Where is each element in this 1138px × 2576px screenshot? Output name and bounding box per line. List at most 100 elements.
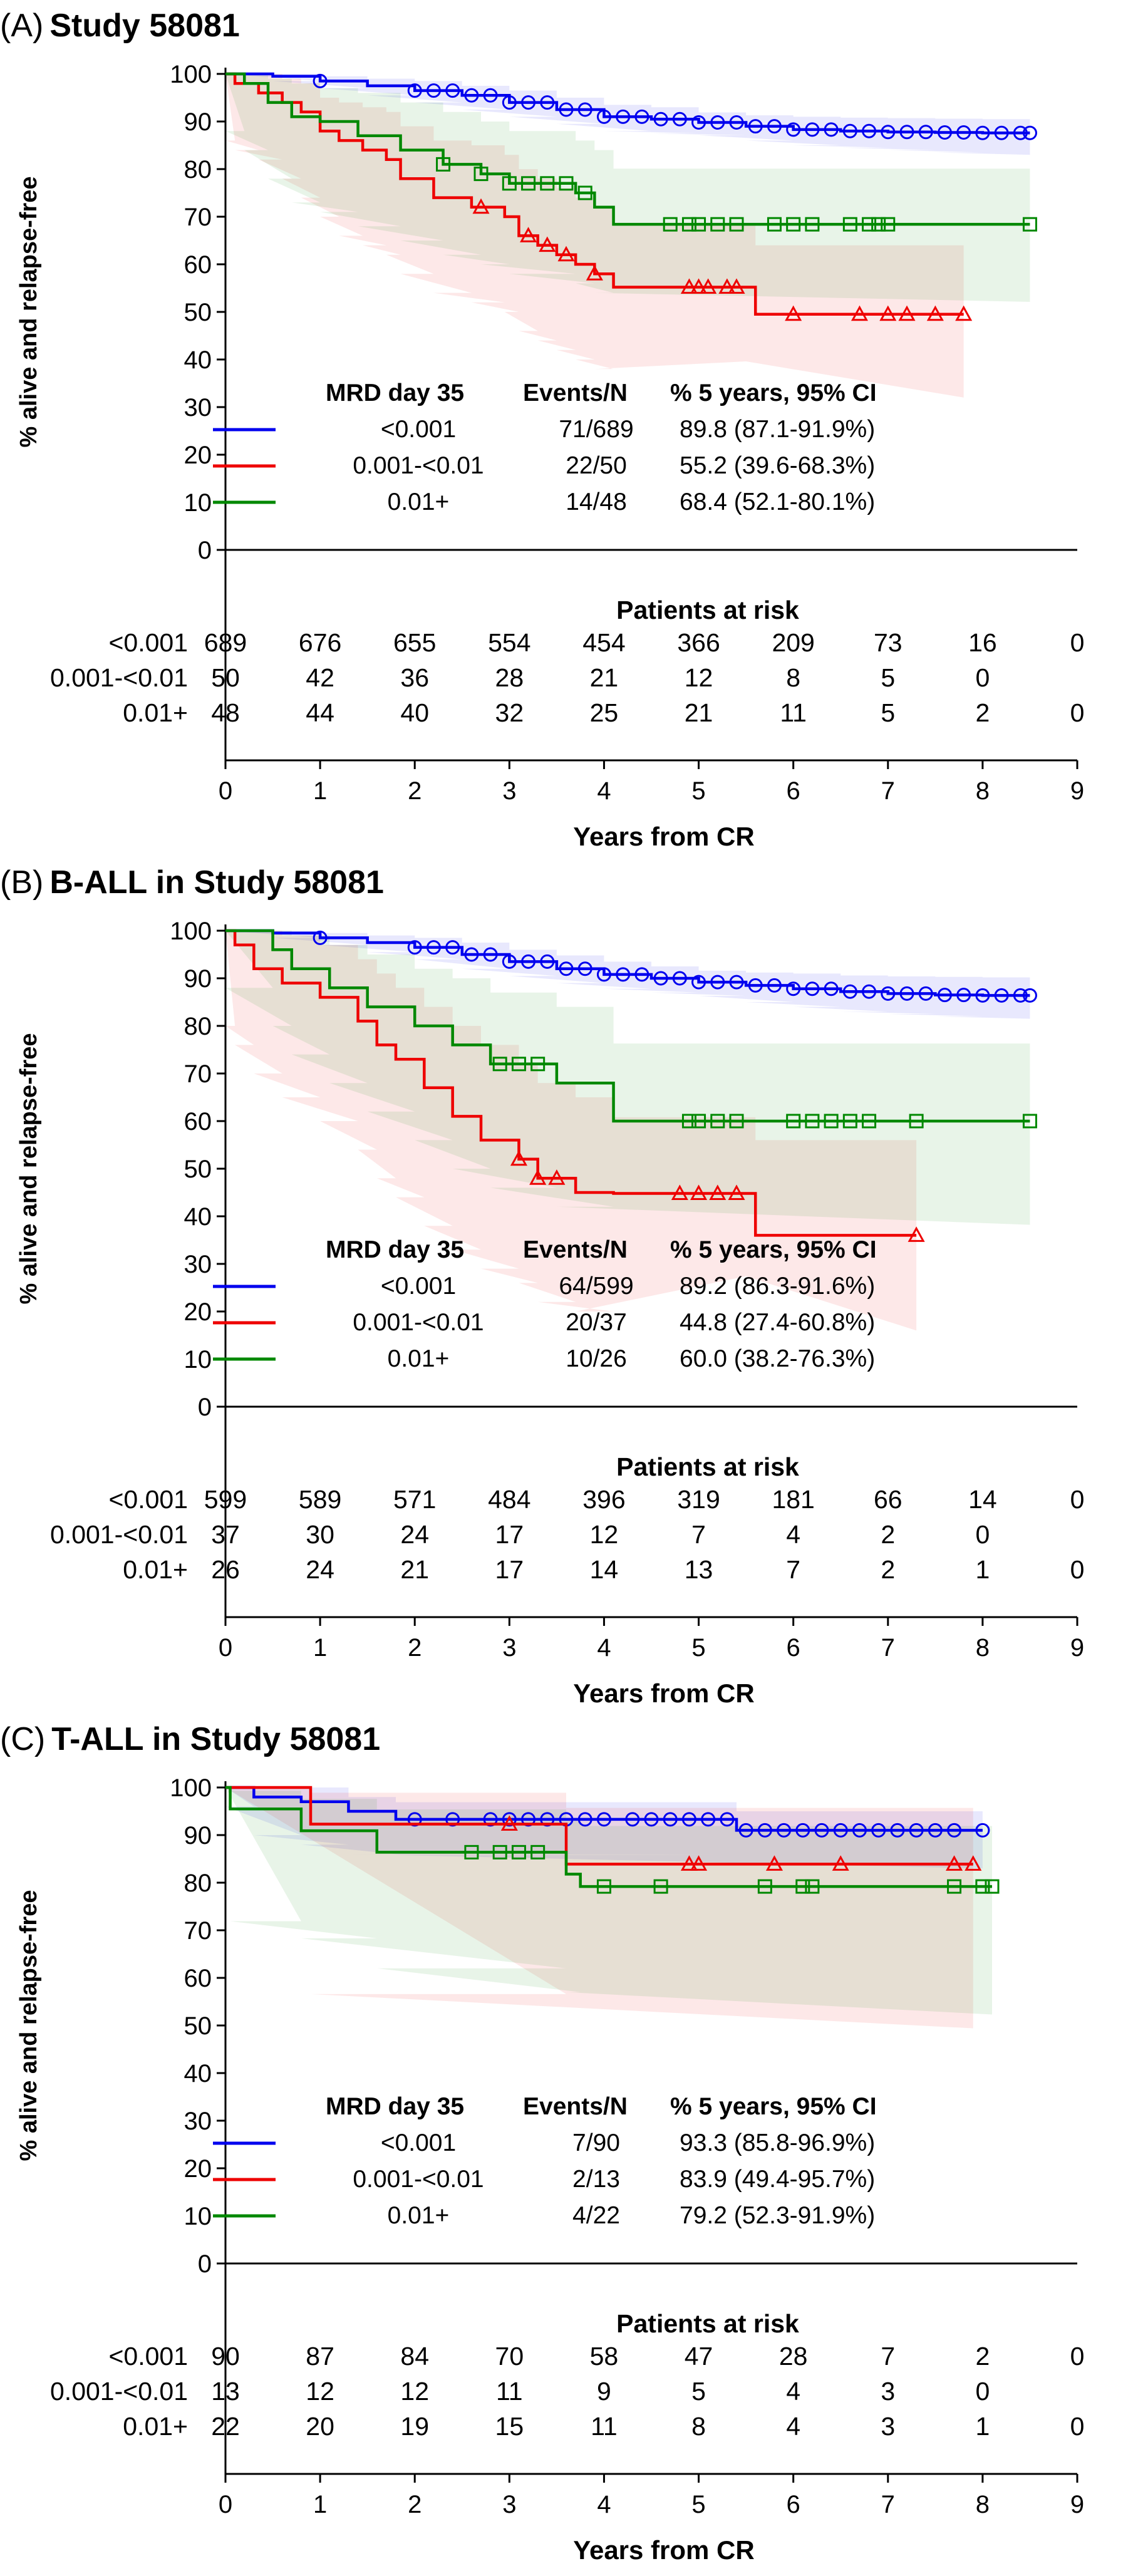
censor-mark — [728, 278, 745, 294]
risk-count: 209 — [772, 628, 814, 657]
y-tick-label: 80 — [184, 1013, 212, 1040]
risk-count: 40 — [400, 698, 429, 727]
censor-mark — [680, 1855, 698, 1871]
censor-mark — [710, 975, 725, 990]
censor-mark — [765, 1855, 783, 1871]
censor-mark — [1013, 988, 1028, 1003]
risk-count: 181 — [772, 1485, 814, 1514]
panel-title: (B) B-ALL in Study 58081 — [0, 864, 384, 901]
y-tick-label: 40 — [184, 346, 212, 374]
y-axis-label: % alive and relapse-free — [16, 177, 42, 448]
y-tick-label: 0 — [198, 2250, 212, 2278]
censor-mark — [672, 111, 687, 127]
censor-mark — [729, 1114, 744, 1129]
censor-mark — [908, 1226, 925, 1242]
censor-mark — [937, 125, 952, 140]
censor-mark — [871, 217, 886, 232]
censor-mark — [946, 1855, 963, 1871]
censor-mark — [530, 1844, 546, 1860]
censor-mark — [530, 1057, 546, 1072]
risk-count: 12 — [685, 663, 713, 692]
risk-count: 366 — [677, 628, 720, 657]
censor-mark — [529, 1169, 547, 1185]
risk-count: 12 — [590, 1520, 619, 1549]
censor-mark — [899, 125, 914, 140]
censor-mark — [785, 305, 802, 321]
ci-band-2 — [225, 74, 964, 398]
censor-mark — [500, 1815, 518, 1831]
censor-mark — [748, 978, 763, 993]
risk-table-title: Patients at risk — [616, 2309, 799, 2338]
censor-mark — [559, 102, 574, 117]
y-tick-label: 90 — [184, 108, 212, 136]
x-axis-label: Years from CR — [573, 822, 754, 851]
y-tick-label: 10 — [184, 489, 212, 517]
legend-header-group: MRD day 35 — [326, 1236, 464, 1263]
x-tick-label: 7 — [881, 777, 895, 805]
censor-mark — [653, 971, 668, 986]
censor-mark — [700, 278, 717, 294]
y-tick-label: 60 — [184, 1965, 212, 1992]
risk-count: 0 — [1070, 1485, 1085, 1514]
censor-mark — [879, 305, 897, 321]
censor-mark — [738, 1823, 753, 1838]
censor-mark — [559, 176, 574, 191]
censor-mark — [483, 1812, 498, 1827]
censor-mark — [596, 109, 611, 124]
risk-count: 2 — [881, 1520, 895, 1549]
risk-count: 319 — [677, 1485, 720, 1514]
y-tick-label: 50 — [184, 2012, 212, 2040]
censor-mark — [596, 1812, 611, 1827]
censor-mark — [671, 1184, 688, 1201]
legend-group: <0.001 — [381, 416, 456, 443]
censor-mark — [786, 981, 801, 996]
risk-count: 42 — [306, 663, 334, 692]
y-tick-label: 60 — [184, 1108, 212, 1135]
risk-count: 13 — [211, 2377, 240, 2406]
legend-ci: 83.9 (49.4-95.7%) — [680, 2166, 875, 2193]
x-tick-label: 1 — [313, 1634, 327, 1662]
censor-mark — [634, 967, 649, 982]
y-tick-label: 30 — [184, 394, 212, 422]
censor-mark — [483, 88, 498, 103]
legend-ci: 89.2 (86.3-91.6%) — [680, 1273, 875, 1300]
risk-count: 48 — [211, 698, 240, 727]
censor-mark — [709, 1184, 727, 1201]
censor-mark — [559, 961, 574, 976]
x-tick-label: 9 — [1070, 2491, 1084, 2518]
risk-count: 3 — [881, 2377, 895, 2406]
x-tick-label: 0 — [219, 2491, 232, 2518]
x-tick-label: 8 — [976, 2491, 990, 2518]
censor-mark — [728, 1184, 745, 1201]
risk-count: 28 — [495, 663, 524, 692]
censor-mark — [690, 278, 708, 294]
km-curve-1 — [225, 929, 1030, 997]
censor-mark — [407, 940, 422, 955]
censor-mark — [681, 1812, 696, 1827]
censor-mark — [492, 1057, 507, 1072]
x-tick-label: 4 — [597, 1634, 611, 1662]
censor-mark — [502, 176, 517, 191]
y-axis-label: % alive and relapse-free — [16, 1890, 42, 2161]
censor-mark — [862, 1114, 877, 1129]
censor-mark — [729, 115, 744, 130]
censor-mark — [464, 88, 479, 103]
legend-header-ci: % 5 years, 95% CI — [670, 380, 877, 406]
censor-mark — [842, 217, 857, 232]
censor-mark — [710, 115, 725, 130]
censor-mark — [577, 961, 592, 976]
legend-events: 22/50 — [566, 452, 627, 479]
risk-count: 1 — [975, 1555, 990, 1584]
y-axis-label: % alive and relapse-free — [16, 1033, 42, 1305]
censor-mark — [842, 1114, 857, 1129]
legend-group: <0.001 — [381, 1273, 456, 1300]
censor-mark — [956, 125, 971, 140]
legend-events: 71/689 — [559, 416, 633, 443]
risk-count: 4 — [786, 2412, 800, 2441]
legend-group: 0.01+ — [388, 2202, 450, 2229]
censor-mark — [313, 73, 328, 88]
censor-mark — [824, 1114, 839, 1129]
legend-group: 0.01+ — [388, 1345, 450, 1372]
censor-mark — [426, 940, 441, 955]
censor-mark — [777, 1823, 792, 1838]
